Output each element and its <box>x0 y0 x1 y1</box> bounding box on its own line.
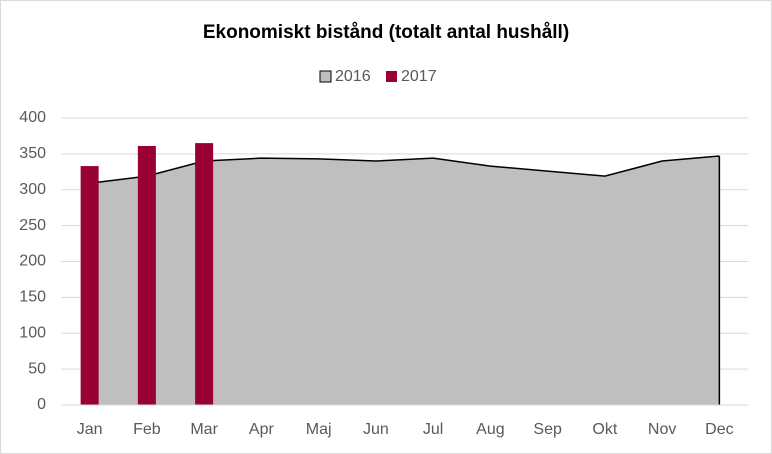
x-tick-label: Apr <box>249 421 275 438</box>
y-tick-label: 0 <box>37 396 46 413</box>
y-tick-label: 400 <box>19 109 46 126</box>
bar <box>137 145 156 406</box>
x-tick-label: Jan <box>77 421 103 438</box>
x-tick-label: Jul <box>423 421 443 438</box>
x-tick-label: Feb <box>133 421 161 438</box>
chart-title: Ekonomiskt bistånd (totalt antal hushåll… <box>203 22 569 43</box>
x-tick-label: Mar <box>190 421 218 438</box>
bar <box>80 166 99 405</box>
x-tick-label: Okt <box>592 421 617 438</box>
x-tick-label: Nov <box>648 421 676 438</box>
y-tick-label: 300 <box>19 181 46 198</box>
bar <box>195 143 214 406</box>
legend-label: 2017 <box>401 68 437 85</box>
legend-swatch <box>319 70 332 83</box>
x-tick-label: Sep <box>533 421 562 438</box>
y-tick-label: 100 <box>19 324 46 341</box>
x-tick-label: Jun <box>363 421 389 438</box>
x-tick-label: Aug <box>476 421 504 438</box>
y-tick-label: 150 <box>19 289 46 306</box>
area-line <box>89 155 720 185</box>
x-tick-label: Dec <box>705 421 733 438</box>
x-tick-label: Maj <box>306 421 332 438</box>
y-tick-label: 250 <box>19 217 46 234</box>
y-tick-label: 350 <box>19 145 46 162</box>
legend: 2016 2017 <box>319 68 437 85</box>
y-tick-label: 200 <box>19 253 46 270</box>
legend-label: 2016 <box>335 68 371 85</box>
y-tick-label: 50 <box>28 360 46 377</box>
legend-swatch <box>386 71 397 82</box>
area <box>89 156 720 405</box>
